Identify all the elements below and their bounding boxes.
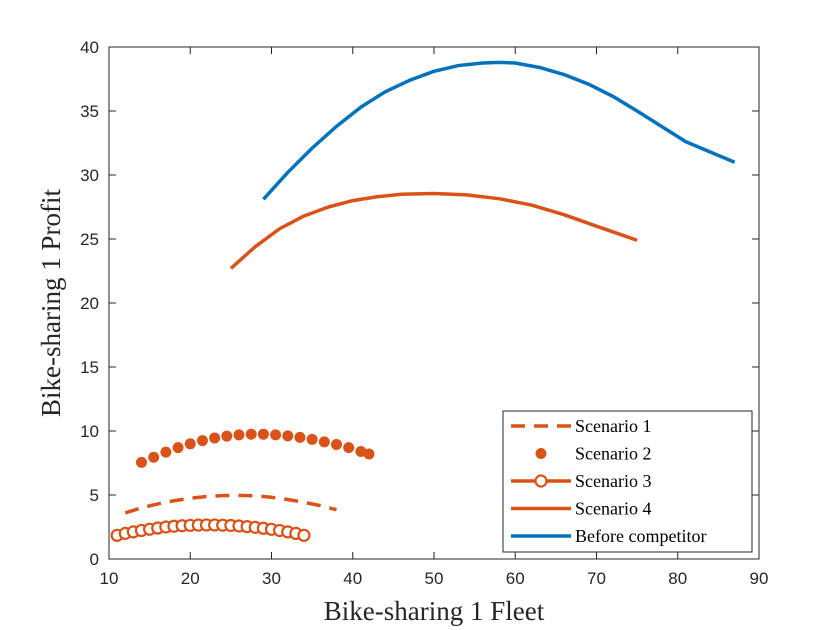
legend-label: Scenario 1 <box>575 416 651 436</box>
legend-item: Before competitor <box>511 526 706 546</box>
legend: Scenario 1 Scenario 2 Scenario 3 Scenario 4… <box>502 410 753 553</box>
legend-label: Scenario 3 <box>575 471 651 491</box>
data-point <box>257 428 269 440</box>
data-point <box>196 435 208 447</box>
data-point <box>294 431 306 443</box>
x-axis-label: Bike-sharing 1 Fleet <box>324 596 545 626</box>
legend-item: Scenario 3 <box>511 471 651 491</box>
data-point <box>209 432 221 444</box>
data-point <box>160 446 172 458</box>
y-tick-label: 30 <box>80 166 99 185</box>
data-point <box>221 430 233 442</box>
legend-swatch <box>535 448 547 459</box>
data-point <box>331 438 342 450</box>
legend-label: Scenario 2 <box>575 444 651 464</box>
legend-marker <box>534 474 548 488</box>
legend-item: Scenario 1 <box>511 416 651 436</box>
y-tick-label: 10 <box>80 422 99 441</box>
x-tick-label: 60 <box>506 569 525 588</box>
y-tick-label: 25 <box>80 230 99 249</box>
data-point <box>148 451 160 463</box>
y-tick-label: 15 <box>80 358 99 377</box>
y-tick-label: 5 <box>90 486 99 505</box>
y-tick-label: 35 <box>80 102 99 121</box>
data-point <box>184 438 196 450</box>
x-tick-label: 30 <box>262 569 281 588</box>
data-point <box>270 429 282 441</box>
series-3 <box>110 518 311 542</box>
legend-label: Scenario 4 <box>575 499 651 519</box>
data-point <box>297 528 311 542</box>
series-1 <box>124 493 337 515</box>
x-tick-label: 80 <box>668 569 687 588</box>
x-tick-label: 10 <box>100 569 119 588</box>
data-point <box>136 456 147 468</box>
x-tick-label: 20 <box>181 569 200 588</box>
legend-item: Scenario 2 <box>535 444 651 464</box>
series-line <box>229 191 638 270</box>
x-tick-label: 70 <box>587 569 606 588</box>
series-line <box>262 60 736 201</box>
series-line <box>124 493 337 515</box>
series-layer <box>110 60 736 542</box>
data-point <box>318 436 330 448</box>
y-axis-label: Bike-sharing 1 Profit <box>36 189 66 417</box>
y-tick-label: 0 <box>90 550 99 569</box>
data-point <box>306 433 318 445</box>
series-5 <box>262 60 736 201</box>
data-point <box>233 429 245 441</box>
data-point <box>172 442 184 454</box>
x-tick-label: 50 <box>425 569 444 588</box>
data-point <box>363 448 375 460</box>
y-tick-label: 40 <box>80 38 99 57</box>
y-tick-label: 20 <box>80 294 99 313</box>
axes: 10 20 30 40 50 60 70 80 90 0 5 10 15 20 25 30 35 40 <box>80 38 768 588</box>
data-point <box>245 428 257 440</box>
data-point <box>282 430 294 442</box>
series-2 <box>136 428 375 468</box>
series-4 <box>229 191 638 270</box>
x-tick-label: 90 <box>750 569 769 588</box>
legend-label: Before competitor <box>575 526 706 546</box>
data-point <box>343 442 355 454</box>
x-tick-label: 40 <box>343 569 362 588</box>
legend-item: Scenario 4 <box>511 499 651 519</box>
